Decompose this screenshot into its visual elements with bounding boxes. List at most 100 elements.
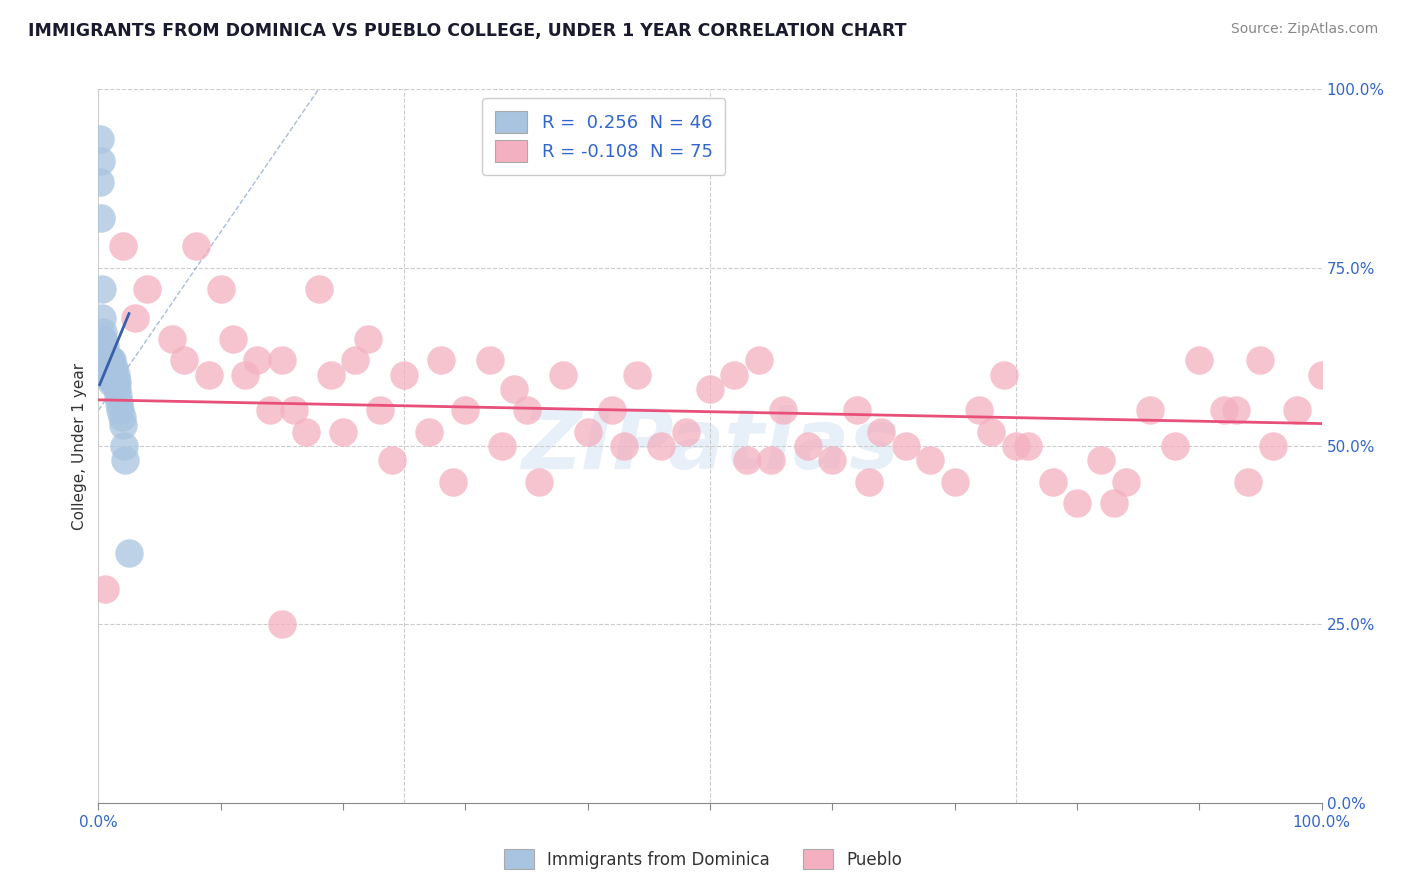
Point (478, 353, 501, 368)
Point (97, 368, 120, 382)
Point (114, 453, 136, 467)
Point (97, 360, 120, 375)
Point (845, 403, 868, 417)
Point (967, 403, 990, 417)
Point (454, 403, 477, 417)
Point (100, 375, 122, 389)
Text: IMMIGRANTS FROM DOMINICA VS PUEBLO COLLEGE, UNDER 1 YEAR CORRELATION CHART: IMMIGRANTS FROM DOMINICA VS PUEBLO COLLE… (28, 22, 907, 40)
Point (858, 475, 880, 489)
Point (98, 368, 121, 382)
Point (93, 339, 115, 353)
Point (993, 368, 1015, 382)
Point (93, 346, 115, 360)
Point (600, 403, 623, 417)
Point (91, 325, 114, 339)
Point (1102, 496, 1125, 510)
Point (1286, 403, 1309, 417)
Point (97, 353, 120, 368)
Point (259, 403, 281, 417)
Point (186, 239, 208, 253)
Point (368, 403, 391, 417)
Point (1090, 453, 1112, 467)
Point (1164, 439, 1187, 453)
Point (1212, 403, 1234, 417)
Point (105, 375, 128, 389)
Text: Source: ZipAtlas.com: Source: ZipAtlas.com (1230, 22, 1378, 37)
Point (1225, 403, 1247, 417)
Point (894, 439, 917, 453)
Point (491, 439, 513, 453)
Point (626, 368, 648, 382)
Point (111, 239, 134, 253)
Point (1188, 353, 1211, 368)
Point (160, 332, 183, 346)
Point (503, 382, 526, 396)
Point (418, 425, 440, 439)
Point (108, 396, 131, 410)
Point (98, 353, 121, 368)
Point (91, 346, 114, 360)
Point (93, 360, 115, 375)
Point (103, 368, 125, 382)
Point (870, 425, 893, 439)
Point (91, 332, 114, 346)
Point (91, 310, 114, 325)
Text: ZIPatlas: ZIPatlas (522, 406, 898, 486)
Y-axis label: College, Under 1 year: College, Under 1 year (72, 362, 87, 530)
Point (576, 425, 599, 439)
Legend: R =  0.256  N = 46, R = -0.108  N = 75: R = 0.256 N = 46, R = -0.108 N = 75 (482, 98, 725, 175)
Point (111, 410, 134, 425)
Point (392, 368, 416, 382)
Point (90, 211, 112, 225)
Point (723, 368, 745, 382)
Point (105, 382, 128, 396)
Point (112, 439, 135, 453)
Point (100, 353, 122, 368)
Point (94, 368, 117, 382)
Point (270, 353, 294, 368)
Point (101, 353, 124, 368)
Point (111, 417, 134, 432)
Point (91, 282, 114, 296)
Point (233, 368, 256, 382)
Point (101, 360, 124, 375)
Point (124, 310, 146, 325)
Point (136, 282, 159, 296)
Point (1261, 439, 1284, 453)
Point (96, 368, 118, 382)
Point (332, 425, 354, 439)
Point (270, 617, 294, 632)
Point (675, 425, 697, 439)
Point (110, 403, 132, 417)
Point (319, 368, 342, 382)
Point (1139, 403, 1161, 417)
Point (283, 403, 305, 417)
Point (209, 282, 232, 296)
Point (344, 353, 367, 368)
Point (1249, 353, 1271, 368)
Point (980, 425, 1002, 439)
Point (1042, 475, 1064, 489)
Point (356, 332, 378, 346)
Point (1017, 439, 1039, 453)
Point (430, 353, 453, 368)
Point (943, 475, 966, 489)
Point (93, 582, 115, 596)
Point (94, 360, 117, 375)
Point (89, 132, 111, 146)
Point (381, 453, 404, 467)
Point (98, 360, 121, 375)
Point (222, 332, 245, 346)
Point (1066, 496, 1088, 510)
Point (96, 353, 118, 368)
Point (104, 375, 127, 389)
Point (101, 368, 124, 382)
Point (735, 453, 758, 467)
Point (553, 368, 575, 382)
Point (104, 368, 127, 382)
Point (441, 475, 464, 489)
Point (90, 153, 112, 168)
Point (821, 453, 844, 467)
Point (107, 389, 129, 403)
Point (1004, 439, 1026, 453)
